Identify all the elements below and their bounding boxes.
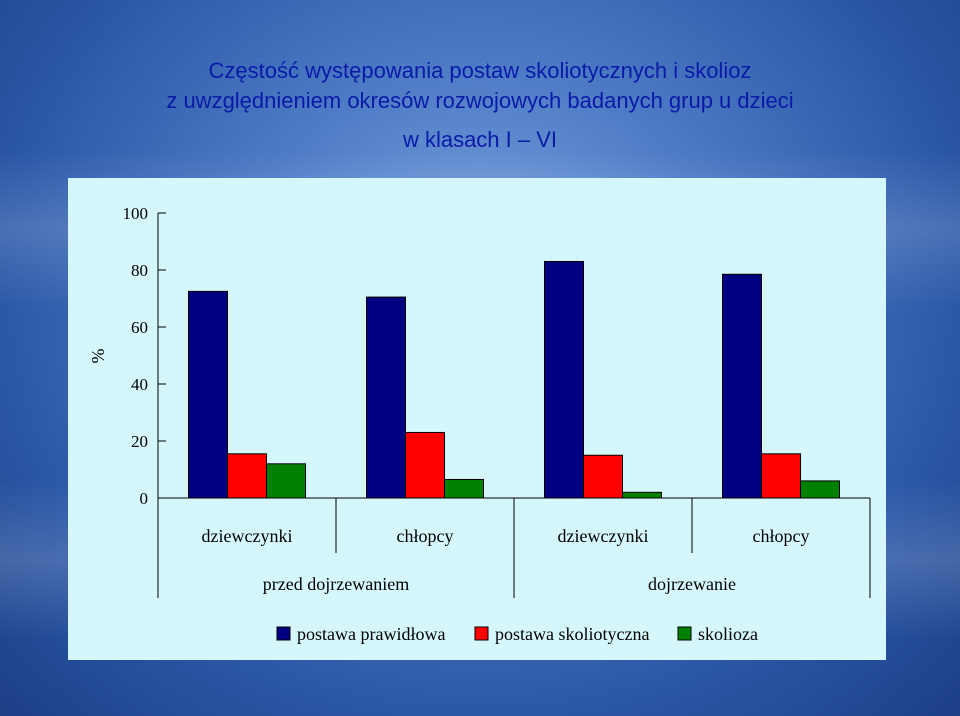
chart-title-line-2: z uwzględnieniem okresów rozwojowych bad…: [166, 88, 794, 113]
bar: [800, 480, 840, 499]
x-category-label: chłopcy: [397, 526, 454, 546]
y-tick-label: 0: [140, 489, 149, 508]
bar: [405, 431, 445, 499]
y-tick-label: 100: [123, 204, 149, 223]
x-group-label: przed dojrzewaniem: [263, 574, 409, 594]
bar: [761, 453, 801, 499]
chart-title-line-1: Częstość występowania postaw skoliotyczn…: [208, 58, 752, 83]
bar: [722, 273, 762, 499]
legend-label: skolioza: [698, 624, 758, 644]
x-category-label: dziewczynki: [202, 526, 293, 546]
bar: [583, 454, 623, 499]
y-tick-label: 60: [131, 318, 148, 337]
bar: [622, 491, 662, 499]
bar: [188, 290, 228, 499]
y-tick-label: 20: [131, 432, 148, 451]
chart-panel: 0 20 40 60 80 100% dziewczynki chłopcy dziewczyn…: [68, 178, 886, 660]
y-tick-label: 40: [131, 375, 148, 394]
bar: [544, 260, 584, 499]
chart-title-line-3: w klasach I – VI: [402, 127, 558, 152]
y-axis-label: %: [88, 349, 108, 364]
legend-swatch: [474, 626, 489, 641]
bar: [366, 296, 406, 499]
legend-label: postawa prawidłowa: [297, 624, 445, 644]
legend-swatch: [677, 626, 692, 641]
x-group-label: dojrzewanie: [648, 574, 736, 594]
bar-chart: 0 20 40 60 80 100% dziewczynki chłopcy dziewczyn…: [88, 204, 871, 644]
x-category-label: dziewczynki: [558, 526, 649, 546]
bar: [444, 478, 484, 499]
legend-label: postawa skoliotyczna: [495, 624, 649, 644]
bar: [227, 453, 267, 499]
bar: [266, 463, 306, 499]
y-tick-label: 80: [131, 261, 148, 280]
x-category-label: chłopcy: [753, 526, 810, 546]
legend-swatch: [276, 626, 291, 641]
